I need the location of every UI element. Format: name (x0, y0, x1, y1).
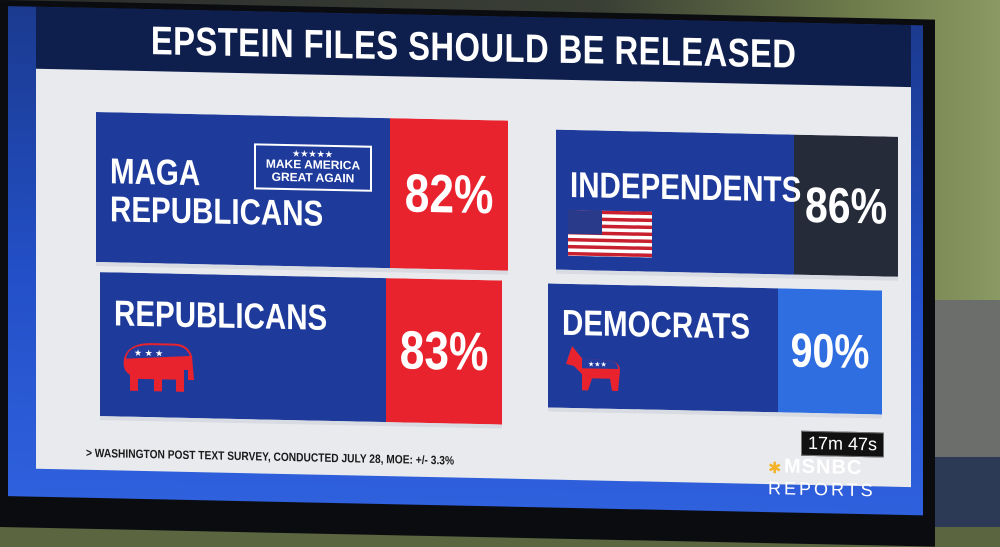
maga-badge: ★★★★★ MAKE AMERICA GREAT AGAIN (254, 143, 372, 192)
card-label-area: MAGA REPUBLICANS ★★★★★ MAKE AMERICA GREA… (96, 112, 390, 269)
card-maga-republicans: MAGA REPUBLICANS ★★★★★ MAKE AMERICA GREA… (96, 112, 508, 275)
value-box: 86% (794, 134, 898, 277)
show-name: REPORTS (768, 478, 876, 501)
peacock-icon: ✱ (768, 460, 782, 478)
card-value: 83% (399, 320, 489, 383)
countdown-timer: 17m 47s (801, 430, 885, 458)
network-logo: MSNBC (784, 455, 863, 480)
card-value: 82% (404, 163, 494, 226)
name-line-2: REPUBLICANS (110, 188, 324, 234)
tv-screen: EPSTEIN FILES SHOULD BE RELEASED MAGA RE… (8, 6, 923, 516)
television: EPSTEIN FILES SHOULD BE RELEASED MAGA RE… (0, 0, 935, 547)
svg-text:★ ★ ★: ★ ★ ★ (134, 348, 163, 359)
value-box: 82% (390, 118, 508, 271)
card-label-area: REPUBLICANS ★ ★ ★ (100, 272, 386, 423)
card-independents: INDEPENDENTS 86% (556, 129, 898, 281)
card-value: 90% (790, 324, 870, 379)
donkey-icon: ★★★ (566, 345, 620, 391)
american-flag-icon (568, 209, 652, 258)
card-name: REPUBLICANS (114, 292, 328, 338)
svg-text:★★★: ★★★ (588, 360, 607, 368)
card-label-area: INDEPENDENTS (556, 129, 801, 275)
card-name: INDEPENDENTS (570, 163, 802, 210)
card-democrats: DEMOCRATS ★★★ 90% (548, 283, 882, 419)
card-label-area: DEMOCRATS ★★★ (548, 283, 778, 413)
card-value: 86% (804, 176, 888, 235)
value-box: 90% (778, 288, 882, 415)
elephant-icon: ★ ★ ★ (123, 343, 194, 392)
card-republicans: REPUBLICANS ★ ★ ★ 83% (100, 272, 502, 429)
graphic-title: EPSTEIN FILES SHOULD BE RELEASED (150, 18, 797, 77)
badge-line-2: GREAT AGAIN (271, 169, 355, 186)
value-box: 83% (386, 278, 502, 425)
